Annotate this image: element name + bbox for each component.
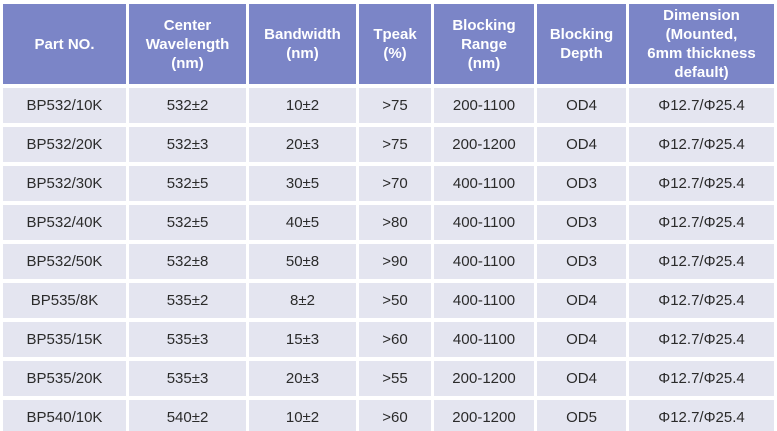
cell-blocking-range: 200-1200 xyxy=(434,127,534,162)
cell-center-wavelength: 532±8 xyxy=(129,244,246,279)
cell-blocking-depth: OD3 xyxy=(537,244,626,279)
cell-center-wavelength: 540±2 xyxy=(129,400,246,431)
cell-part-no: BP535/8K xyxy=(3,283,126,318)
cell-bandwidth: 10±2 xyxy=(249,88,356,123)
cell-part-no: BP532/40K xyxy=(3,205,126,240)
table-row: BP532/30K 532±5 30±5 >70 400-1100 OD3 Φ12.7/Φ2… xyxy=(3,166,774,201)
cell-part-no: BP532/20K xyxy=(3,127,126,162)
cell-part-no: BP532/50K xyxy=(3,244,126,279)
cell-part-no: BP540/10K xyxy=(3,400,126,431)
cell-bandwidth: 20±3 xyxy=(249,361,356,396)
cell-blocking-depth: OD4 xyxy=(537,322,626,357)
cell-blocking-range: 200-1200 xyxy=(434,361,534,396)
cell-blocking-depth: OD3 xyxy=(537,166,626,201)
cell-bandwidth: 15±3 xyxy=(249,322,356,357)
cell-tpeak: >55 xyxy=(359,361,431,396)
cell-center-wavelength: 532±5 xyxy=(129,166,246,201)
cell-part-no: BP535/15K xyxy=(3,322,126,357)
table-row: BP540/10K 540±2 10±2 >60 200-1200 OD5 Φ12.7/Φ2… xyxy=(3,400,774,431)
cell-tpeak: >75 xyxy=(359,88,431,123)
cell-dimension: Φ12.7/Φ25.4 xyxy=(629,283,774,318)
cell-center-wavelength: 532±2 xyxy=(129,88,246,123)
cell-bandwidth: 40±5 xyxy=(249,205,356,240)
cell-blocking-range: 400-1100 xyxy=(434,322,534,357)
cell-bandwidth: 30±5 xyxy=(249,166,356,201)
column-header-tpeak: Tpeak (%) xyxy=(359,4,431,84)
cell-center-wavelength: 532±3 xyxy=(129,127,246,162)
cell-tpeak: >70 xyxy=(359,166,431,201)
column-header-part-no: Part NO. xyxy=(3,4,126,84)
cell-dimension: Φ12.7/Φ25.4 xyxy=(629,166,774,201)
cell-part-no: BP535/20K xyxy=(3,361,126,396)
cell-blocking-depth: OD4 xyxy=(537,283,626,318)
table-row: BP535/8K 535±2 8±2 >50 400-1100 OD4 Φ12.7/Φ25.… xyxy=(3,283,774,318)
cell-blocking-range: 400-1100 xyxy=(434,205,534,240)
cell-bandwidth: 10±2 xyxy=(249,400,356,431)
cell-dimension: Φ12.7/Φ25.4 xyxy=(629,88,774,123)
cell-blocking-range: 400-1100 xyxy=(434,166,534,201)
cell-blocking-range: 400-1100 xyxy=(434,283,534,318)
column-header-dimension: Dimension (Mounted, 6mm thickness defaul… xyxy=(629,4,774,84)
column-header-blocking-depth: Blocking Depth xyxy=(537,4,626,84)
table-row: BP532/20K 532±3 20±3 >75 200-1200 OD4 Φ12.7/Φ2… xyxy=(3,127,774,162)
table-row: BP535/15K 535±3 15±3 >60 400-1100 OD4 Φ12.7/Φ2… xyxy=(3,322,774,357)
table-row: BP532/50K 532±8 50±8 >90 400-1100 OD3 Φ12.7/Φ2… xyxy=(3,244,774,279)
cell-bandwidth: 20±3 xyxy=(249,127,356,162)
table-row: BP535/20K 535±3 20±3 >55 200-1200 OD4 Φ12.7/Φ2… xyxy=(3,361,774,396)
cell-center-wavelength: 535±3 xyxy=(129,361,246,396)
header-row: Part NO. Center Wavelength (nm) Bandwidth … xyxy=(3,4,774,84)
cell-dimension: Φ12.7/Φ25.4 xyxy=(629,205,774,240)
column-header-blocking-range: Blocking Range (nm) xyxy=(434,4,534,84)
cell-center-wavelength: 535±3 xyxy=(129,322,246,357)
cell-bandwidth: 50±8 xyxy=(249,244,356,279)
cell-blocking-depth: OD3 xyxy=(537,205,626,240)
cell-tpeak: >90 xyxy=(359,244,431,279)
cell-blocking-depth: OD4 xyxy=(537,361,626,396)
cell-dimension: Φ12.7/Φ25.4 xyxy=(629,361,774,396)
column-header-bandwidth: Bandwidth (nm) xyxy=(249,4,356,84)
cell-part-no: BP532/10K xyxy=(3,88,126,123)
cell-tpeak: >50 xyxy=(359,283,431,318)
cell-dimension: Φ12.7/Φ25.4 xyxy=(629,127,774,162)
cell-blocking-depth: OD4 xyxy=(537,88,626,123)
column-header-center-wavelength: Center Wavelength (nm) xyxy=(129,4,246,84)
table-row: BP532/40K 532±5 40±5 >80 400-1100 OD3 Φ12.7/Φ2… xyxy=(3,205,774,240)
cell-blocking-range: 200-1200 xyxy=(434,400,534,431)
cell-bandwidth: 8±2 xyxy=(249,283,356,318)
cell-tpeak: >75 xyxy=(359,127,431,162)
cell-tpeak: >60 xyxy=(359,400,431,431)
cell-part-no: BP532/30K xyxy=(3,166,126,201)
cell-blocking-range: 400-1100 xyxy=(434,244,534,279)
cell-dimension: Φ12.7/Φ25.4 xyxy=(629,244,774,279)
table-body: BP532/10K 532±2 10±2 >75 200-1100 OD4 Φ12.7/Φ2… xyxy=(3,88,774,431)
cell-blocking-depth: OD4 xyxy=(537,127,626,162)
cell-center-wavelength: 535±2 xyxy=(129,283,246,318)
cell-tpeak: >60 xyxy=(359,322,431,357)
cell-center-wavelength: 532±5 xyxy=(129,205,246,240)
cell-tpeak: >80 xyxy=(359,205,431,240)
table-row: BP532/10K 532±2 10±2 >75 200-1100 OD4 Φ12.7/Φ2… xyxy=(3,88,774,123)
cell-dimension: Φ12.7/Φ25.4 xyxy=(629,400,774,431)
cell-blocking-depth: OD5 xyxy=(537,400,626,431)
cell-dimension: Φ12.7/Φ25.4 xyxy=(629,322,774,357)
cell-blocking-range: 200-1100 xyxy=(434,88,534,123)
